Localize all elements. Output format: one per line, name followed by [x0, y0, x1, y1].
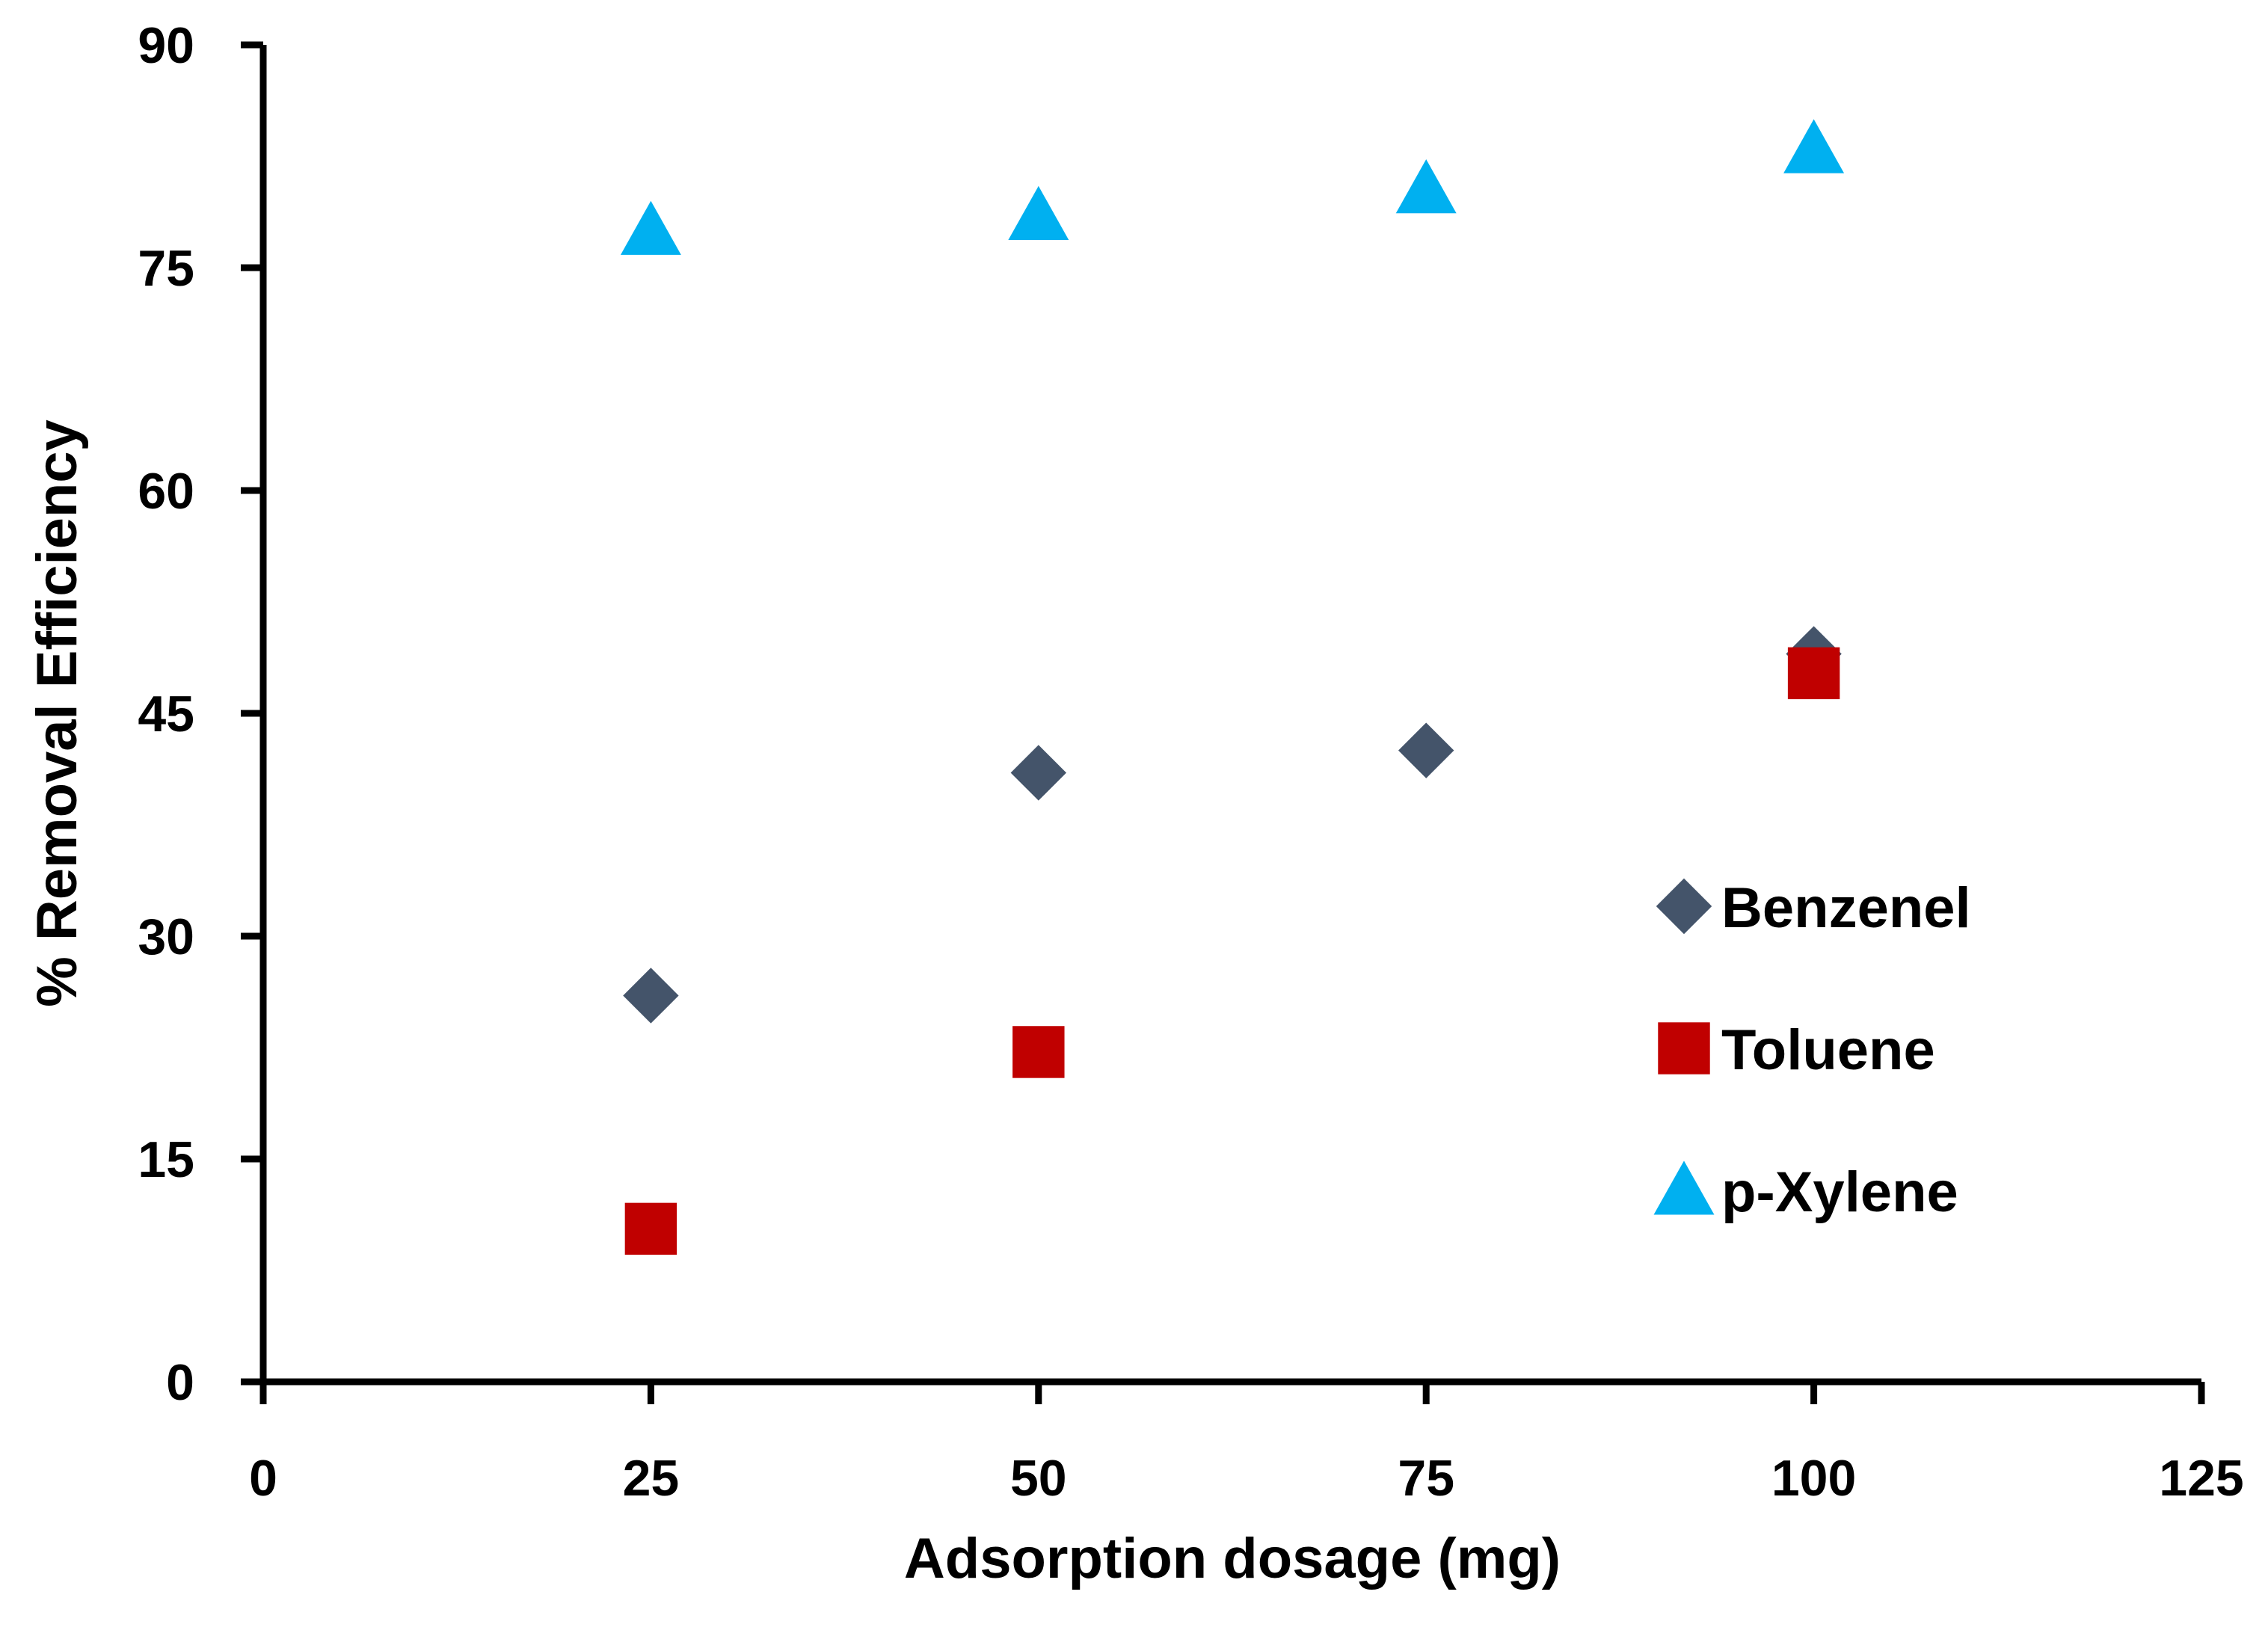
y-tick-label: 90 [138, 17, 194, 74]
y-tick-label: 0 [166, 1354, 194, 1411]
plot-area [620, 119, 1845, 1255]
data-point-p-xylene [1008, 185, 1069, 241]
x-tick-label: 125 [2159, 1450, 2243, 1507]
y-tick-label: 30 [138, 908, 194, 965]
x-tick-label: 75 [1398, 1450, 1454, 1507]
x-tick-label: 25 [623, 1450, 680, 1507]
y-axis-title: % Removal Efficiency [25, 419, 89, 1007]
data-point-p-xylene [1395, 159, 1457, 214]
data-point-toluene [624, 1202, 677, 1255]
data-point-p-xylene [620, 200, 681, 255]
legend: Benzenel Toluene p-Xylene [1653, 876, 1971, 1224]
x-tick-label: 100 [1771, 1450, 1856, 1507]
legend-marker-p-xylene [1653, 1160, 1715, 1215]
data-point-benzenel [623, 968, 679, 1024]
data-point-p-xylene [1783, 119, 1845, 173]
legend-marker-benzenel [1656, 878, 1712, 935]
y-tick-label: 75 [138, 240, 194, 297]
axes [241, 41, 2205, 1404]
y-tick-label: 60 [138, 463, 194, 520]
x-axis-title: Adsorption dosage (mg) [904, 1527, 1561, 1590]
tick-labels: 0 15 30 45 60 75 90 0 25 50 75 100 125 [138, 17, 2243, 1507]
legend-label-benzenel: Benzenel [1721, 876, 1971, 940]
data-point-benzenel [1398, 722, 1454, 778]
legend-marker-toluene [1658, 1022, 1710, 1074]
y-tick-label: 45 [138, 686, 194, 742]
x-tick-label: 50 [1010, 1450, 1067, 1507]
data-point-benzenel [1010, 745, 1066, 801]
x-tick-label: 0 [249, 1450, 277, 1507]
data-point-toluene [1012, 1026, 1065, 1078]
legend-label-p-xylene: p-Xylene [1721, 1160, 1958, 1224]
y-tick-label: 15 [138, 1131, 194, 1188]
legend-label-toluene: Toluene [1721, 1018, 1935, 1082]
data-point-toluene [1787, 647, 1840, 700]
